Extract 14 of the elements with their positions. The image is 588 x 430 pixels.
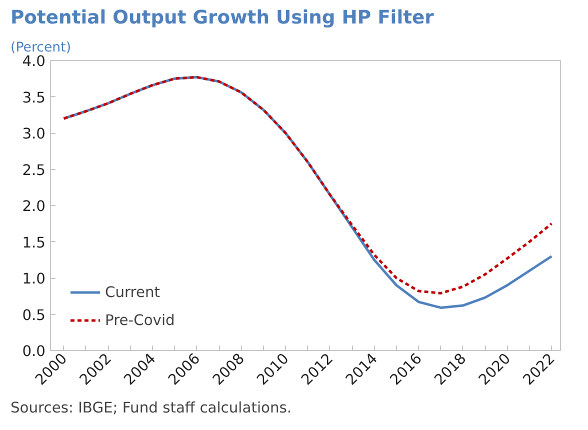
legend-label: Pre-Covid: [105, 312, 175, 328]
y-tick-label: 3.5: [22, 89, 46, 106]
source-note: Sources: IBGE; Fund staff calculations.: [10, 400, 292, 416]
legend-label: Current: [105, 284, 160, 300]
chart-subtitle: (Percent): [10, 40, 72, 56]
y-tick-label: 0.5: [22, 306, 46, 324]
y-tick-label: 0.0: [22, 343, 46, 360]
y-tick-label: 2.0: [22, 198, 46, 215]
y-tick-label: 1.0: [22, 270, 46, 288]
chart-title: Potential Output Growth Using HP Filter: [10, 8, 435, 28]
y-tick-label: 3.0: [22, 126, 46, 142]
y-tick-label: 4.0: [22, 53, 46, 70]
y-tick-label: 1.5: [22, 234, 46, 252]
y-tick-label: 2.5: [22, 162, 46, 179]
